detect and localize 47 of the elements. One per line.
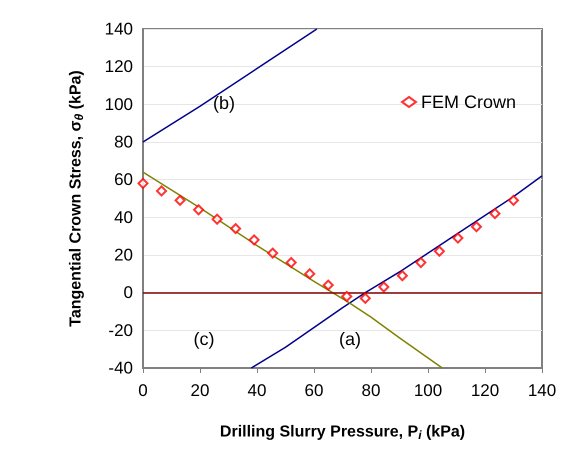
x-tick-label: 0	[138, 381, 148, 400]
point	[341, 290, 352, 302]
point	[286, 257, 297, 268]
annotation: (c)	[194, 329, 214, 349]
point	[248, 234, 260, 246]
x-tick-label: 60	[304, 381, 324, 400]
point	[193, 204, 204, 216]
point	[174, 194, 186, 206]
y-tick-label: -40	[108, 358, 133, 378]
y-tick-label: -20	[108, 320, 133, 340]
line-series	[142, 171, 443, 369]
point	[452, 232, 464, 244]
point	[212, 214, 223, 225]
line-series	[142, 28, 318, 143]
point	[360, 292, 371, 304]
x-tick-label: 20	[190, 381, 210, 400]
x-tick-label: 40	[248, 381, 266, 400]
y-tick-label: 20	[114, 246, 133, 264]
y-tick-label: 120	[104, 57, 133, 76]
x-tick-label: 140	[528, 381, 556, 400]
x-tick-label: 100	[414, 381, 442, 400]
x-tick-label: 80	[362, 381, 380, 400]
legend-label: FEM Crown	[420, 92, 516, 112]
point	[470, 221, 482, 232]
line-series	[250, 175, 543, 369]
point	[489, 208, 500, 220]
point	[230, 223, 242, 234]
point	[304, 268, 316, 280]
x-tick-label: 120	[470, 381, 500, 400]
point	[415, 257, 426, 268]
point	[378, 282, 390, 293]
y-tick-label: 140	[104, 20, 133, 38]
y-tick-label: 60	[114, 170, 133, 190]
point	[508, 194, 519, 206]
y-tick-label: 100	[104, 94, 133, 114]
point	[138, 178, 148, 189]
annotation: (b)	[213, 93, 235, 113]
point	[434, 246, 445, 257]
y-tick-label: 40	[114, 208, 133, 227]
point	[156, 185, 168, 196]
y-tick-label: 0	[124, 283, 133, 302]
point	[396, 270, 408, 282]
y-axis-title: Tangential Crown Stress, σθ (kPa)	[68, 70, 86, 327]
annotation: (a)	[339, 329, 361, 349]
y-tick-label: 80	[114, 132, 133, 152]
point	[267, 248, 278, 259]
point	[322, 280, 334, 291]
